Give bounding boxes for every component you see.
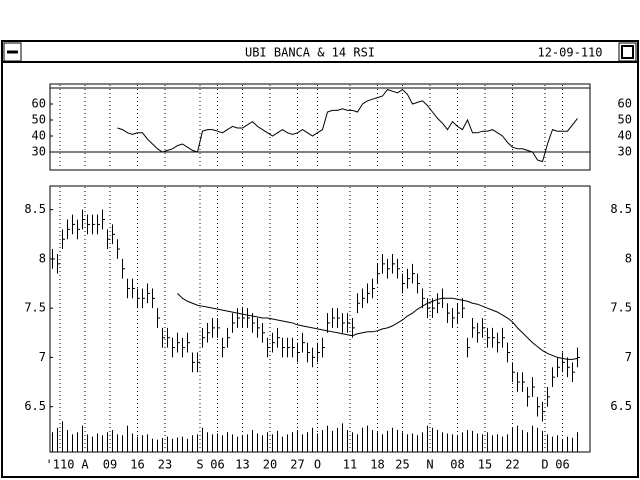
y-tick-label-left: 7.5 <box>24 301 46 315</box>
y-tick-label-left: 50 <box>32 113 46 127</box>
x-tick-label: S <box>196 458 203 472</box>
rsi-line <box>117 88 578 163</box>
x-tick-label: 06 <box>555 458 569 472</box>
x-tick-label: 27 <box>290 458 304 472</box>
y-tick-label-left: 6.5 <box>24 399 46 413</box>
window-title: UBI BANCA & 14 RSI <box>245 46 375 60</box>
x-tick-label: 08 <box>450 458 464 472</box>
y-tick-label-left: 40 <box>32 129 46 143</box>
x-tick-label: 11 <box>343 458 357 472</box>
x-tick-label: 23 <box>158 458 172 472</box>
window-date: 12-09-110 <box>537 46 602 60</box>
x-tick-label: N <box>426 458 433 472</box>
y-tick-label-right: 7 <box>625 350 632 364</box>
y-tick-label-left: 7 <box>39 350 46 364</box>
y-tick-label-right: 8 <box>625 251 632 265</box>
y-tick-label-left: 8 <box>39 251 46 265</box>
rsi-panel <box>49 83 591 171</box>
x-tick-label: 09 <box>103 458 117 472</box>
x-tick-label: 18 <box>370 458 384 472</box>
x-tick-label: D <box>541 458 548 472</box>
y-tick-label-right: 6.5 <box>610 399 632 413</box>
size-icon <box>621 45 634 59</box>
moving-average <box>177 293 578 360</box>
x-tick-label: O <box>314 458 321 472</box>
y-tick-label-right: 50 <box>618 113 632 127</box>
price-panel <box>49 185 591 453</box>
x-tick-label: A <box>81 458 89 472</box>
x-tick-label: 13 <box>235 458 249 472</box>
x-tick-label: 20 <box>263 458 277 472</box>
y-tick-label-right: 8.5 <box>610 202 632 216</box>
x-tick-label: 15 <box>478 458 492 472</box>
x-tick-label: '110 <box>46 458 75 472</box>
x-tick-label: 06 <box>210 458 224 472</box>
y-tick-label-right: 30 <box>618 145 632 159</box>
y-tick-label-right: 7.5 <box>610 301 632 315</box>
window-frame <box>1 40 639 478</box>
x-tick-label: 22 <box>505 458 519 472</box>
x-tick-label: 25 <box>395 458 409 472</box>
y-tick-label-right: 40 <box>618 129 632 143</box>
size-box[interactable] <box>618 42 637 62</box>
x-tick-label: 16 <box>130 458 144 472</box>
y-tick-label-right: 60 <box>618 97 632 111</box>
y-tick-label-left: 60 <box>32 97 46 111</box>
y-tick-label-left: 8.5 <box>24 202 46 216</box>
y-tick-label-left: 30 <box>32 145 46 159</box>
